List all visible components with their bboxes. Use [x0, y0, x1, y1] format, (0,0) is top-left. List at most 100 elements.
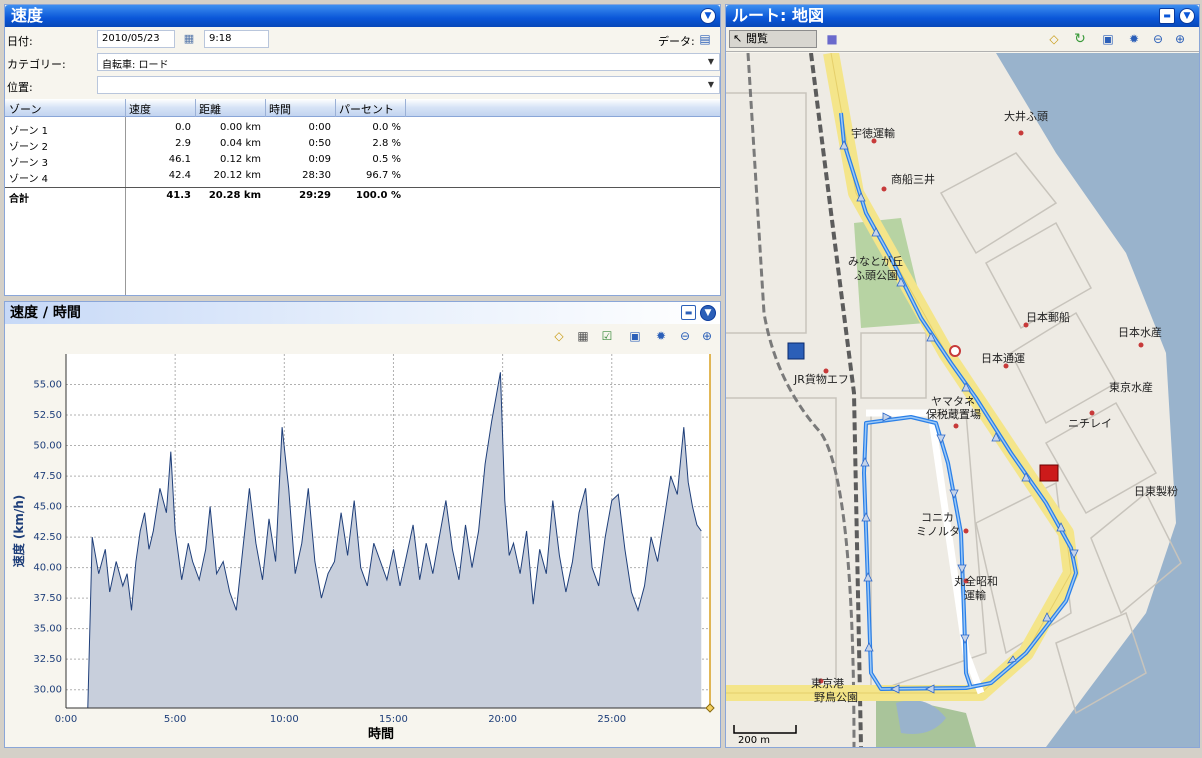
- zoom-in-icon[interactable]: ⊕: [701, 329, 713, 343]
- minimize-icon[interactable]: ▬: [1159, 8, 1175, 24]
- category-select[interactable]: 自転車: ロード ▼: [97, 53, 720, 71]
- map-label: 運輸: [964, 588, 986, 602]
- y-tick-label: 42.50: [33, 532, 62, 543]
- percent-cell: 96.7 %: [366, 170, 401, 181]
- calendar-icon[interactable]: ▦: [183, 32, 195, 45]
- x-tick-label: 0:00: [55, 714, 77, 725]
- time-field[interactable]: 9:18: [204, 30, 269, 48]
- speed-panel: 速度 ▼ 日付: 2010/05/23 ▦ 9:18 データ: ▤ カテゴリー:…: [4, 4, 721, 296]
- location-select[interactable]: ▼: [97, 76, 720, 94]
- settings-gear-icon[interactable]: ✹: [1128, 32, 1140, 46]
- percent-cell: 0.5 %: [372, 154, 401, 165]
- date-field[interactable]: 2010/05/23: [97, 30, 175, 48]
- y-tick-label: 32.50: [33, 654, 62, 665]
- zoom-in-icon[interactable]: ⊕: [1174, 32, 1186, 46]
- map-title-text: ルート: 地図: [732, 6, 824, 25]
- y-tick-label: 52.50: [33, 410, 62, 421]
- railway: [809, 53, 863, 747]
- total-label: 合計: [9, 194, 29, 205]
- browse-button[interactable]: ↖ 閲覧: [729, 30, 817, 48]
- map-label: ヤマタネ: [931, 395, 975, 408]
- distance-cell: 0.00 km: [220, 122, 261, 133]
- diamond-marker-icon[interactable]: ◇: [1049, 32, 1059, 46]
- collapse-menu-icon[interactable]: ▼: [1179, 8, 1195, 24]
- route-end-marker[interactable]: [1039, 464, 1059, 482]
- data-table-icon[interactable]: ▤: [699, 32, 711, 46]
- map-label: 東京港: [811, 676, 844, 690]
- table-header: ゾーン 速度 距離 時間 パーセント: [5, 99, 720, 117]
- chart-panel-title: 速度 / 時間 ▬ ▼: [5, 302, 720, 324]
- table-row[interactable]: ゾーン 4 42.4 20.12 km 28:30 96.7 %: [5, 168, 720, 185]
- time-cell: 28:30: [302, 170, 331, 181]
- chevron-down-icon[interactable]: ▼: [707, 57, 715, 66]
- route-start-marker[interactable]: [949, 345, 961, 357]
- chevron-down-icon[interactable]: ▼: [707, 80, 715, 89]
- date-label: 日付:: [7, 35, 33, 48]
- header-distance[interactable]: 距離: [199, 103, 221, 116]
- distance-cell: 0.12 km: [220, 154, 261, 165]
- total-percent: 100.0 %: [355, 190, 401, 201]
- time-cell: 0:09: [308, 154, 331, 165]
- x-tick-label: 15:00: [379, 714, 408, 725]
- refresh-icon[interactable]: ↻: [1074, 31, 1086, 47]
- header-percent[interactable]: パーセント: [339, 103, 394, 116]
- route-direction-arrows: [839, 140, 1079, 694]
- time-cell: 0:00: [308, 122, 331, 133]
- pointer-icon: ↖: [733, 32, 743, 45]
- collapse-menu-icon[interactable]: ▼: [700, 8, 716, 24]
- y-axis-label: 速度 (km/h): [11, 495, 26, 568]
- speed-title-text: 速度: [11, 6, 44, 25]
- speed-time-chart-panel: 速度 / 時間 ▬ ▼ ◇ ▦ ☑ ▣ ✹ ⊖ ⊕ 30.00 32.50 35.0…: [4, 301, 721, 748]
- zoom-out-icon[interactable]: ⊖: [679, 329, 691, 343]
- speed-cell: 2.9: [175, 138, 191, 149]
- map-label: 宇徳運輸: [851, 126, 895, 140]
- speed-cell: 42.4: [168, 170, 191, 181]
- header-zone[interactable]: ゾーン: [9, 103, 42, 116]
- header-time[interactable]: 時間: [269, 103, 291, 116]
- y-tick-label: 47.50: [33, 471, 62, 482]
- category-label: カテゴリー:: [7, 58, 66, 71]
- location-label: 位置:: [7, 81, 33, 94]
- route-map-panel: ルート: 地図 ▬ ▼ ↖ 閲覧 ■ ◇ ↻ ▣ ✹ ⊖ ⊕: [725, 4, 1200, 748]
- select-square-icon[interactable]: ■: [826, 32, 838, 46]
- map-toolbar: ↖ 閲覧 ■ ◇ ↻ ▣ ✹ ⊖ ⊕: [726, 27, 1199, 52]
- railway: [746, 53, 856, 747]
- table-row[interactable]: ゾーン 3 46.1 0.12 km 0:09 0.5 %: [5, 152, 720, 169]
- table-row[interactable]: ゾーン 1 0.0 0.00 km 0:00 0.0 %: [5, 120, 720, 137]
- x-axis-label: 時間: [368, 726, 394, 742]
- zone-cell: ゾーン 3: [9, 158, 49, 169]
- train-station-icon[interactable]: [787, 342, 805, 360]
- route-map[interactable]: 宇徳運輸 商船三井 大井ふ頭 みなとが丘 ふ頭公園 日本郵船 日本水産 日本通運…: [726, 53, 1199, 747]
- chart-line-icon[interactable]: ☑: [601, 329, 613, 343]
- map-label: 日本郵船: [1026, 310, 1070, 324]
- save-icon[interactable]: ▣: [1102, 32, 1114, 46]
- map-label: みなとが丘: [848, 254, 903, 268]
- data-label: データ:: [658, 35, 695, 48]
- status-bar: [0, 750, 1202, 758]
- map-label: 日本水産: [1118, 325, 1162, 339]
- y-tick-label: 45.00: [33, 502, 62, 513]
- zoom-out-icon[interactable]: ⊖: [1152, 32, 1164, 46]
- percent-cell: 2.8 %: [372, 138, 401, 149]
- x-tick-label: 10:00: [270, 714, 299, 725]
- collapse-menu-icon[interactable]: ▼: [700, 305, 716, 321]
- settings-gear-icon[interactable]: ✹: [655, 329, 667, 343]
- diamond-marker-icon[interactable]: ◇: [554, 329, 564, 343]
- grid-lines-icon[interactable]: ▦: [577, 329, 589, 343]
- table-row[interactable]: ゾーン 2 2.9 0.04 km 0:50 2.8 %: [5, 136, 720, 153]
- speed-cell: 46.1: [168, 154, 191, 165]
- total-row[interactable]: 合計 41.3 20.28 km 29:29 100.0 %: [5, 188, 720, 205]
- speed-cell: 0.0: [175, 122, 191, 133]
- scale-label: 200 m: [738, 735, 770, 746]
- category-value: 自転車: ロード: [102, 60, 169, 71]
- map-labels: 宇徳運輸 商船三井 大井ふ頭 みなとが丘 ふ頭公園 日本郵船 日本水産 日本通運…: [793, 109, 1178, 704]
- minimize-icon[interactable]: ▬: [681, 305, 696, 320]
- y-tick-label: 50.00: [33, 441, 62, 452]
- save-icon[interactable]: ▣: [629, 329, 641, 343]
- y-tick-label: 35.00: [33, 624, 62, 635]
- y-tick-label: 37.50: [33, 593, 62, 604]
- browse-label: 閲覧: [746, 32, 768, 45]
- speed-time-chart[interactable]: 30.00 32.50 35.00 37.50 40.00 42.50 45.00 47.50…: [5, 346, 720, 746]
- x-tick-label: 5:00: [164, 714, 186, 725]
- header-speed[interactable]: 速度: [129, 103, 151, 116]
